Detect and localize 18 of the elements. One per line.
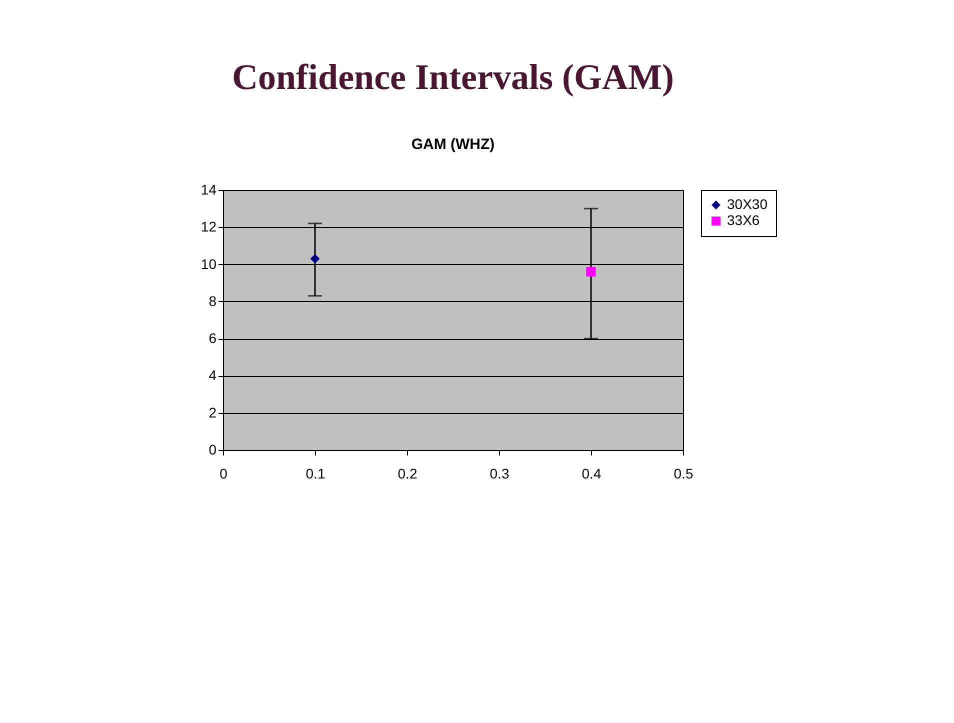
y-tick-label: 0 bbox=[208, 442, 217, 458]
y-tick-label: 10 bbox=[200, 256, 217, 272]
chart-subtitle: GAM (WHZ) bbox=[411, 136, 495, 153]
y-tick-label: 14 bbox=[200, 182, 217, 198]
x-tick-label: 0 bbox=[220, 466, 228, 482]
chart-title: Confidence Intervals (GAM) bbox=[232, 57, 674, 97]
legend-label: 33X6 bbox=[727, 212, 760, 228]
y-tick-label: 2 bbox=[208, 404, 217, 420]
x-tick-label: 0.5 bbox=[674, 466, 694, 482]
x-tick-label: 0.4 bbox=[582, 466, 602, 482]
y-tick-label: 4 bbox=[208, 367, 217, 384]
x-tick-label: 0.2 bbox=[398, 466, 418, 482]
y-tick-label: 12 bbox=[200, 218, 217, 235]
x-tick-label: 0.1 bbox=[306, 466, 326, 482]
legend-label: 30X30 bbox=[727, 196, 768, 212]
y-tick-label: 8 bbox=[208, 292, 217, 309]
y-tick-label: 6 bbox=[208, 330, 217, 346]
x-tick-label: 0.3 bbox=[490, 466, 510, 482]
